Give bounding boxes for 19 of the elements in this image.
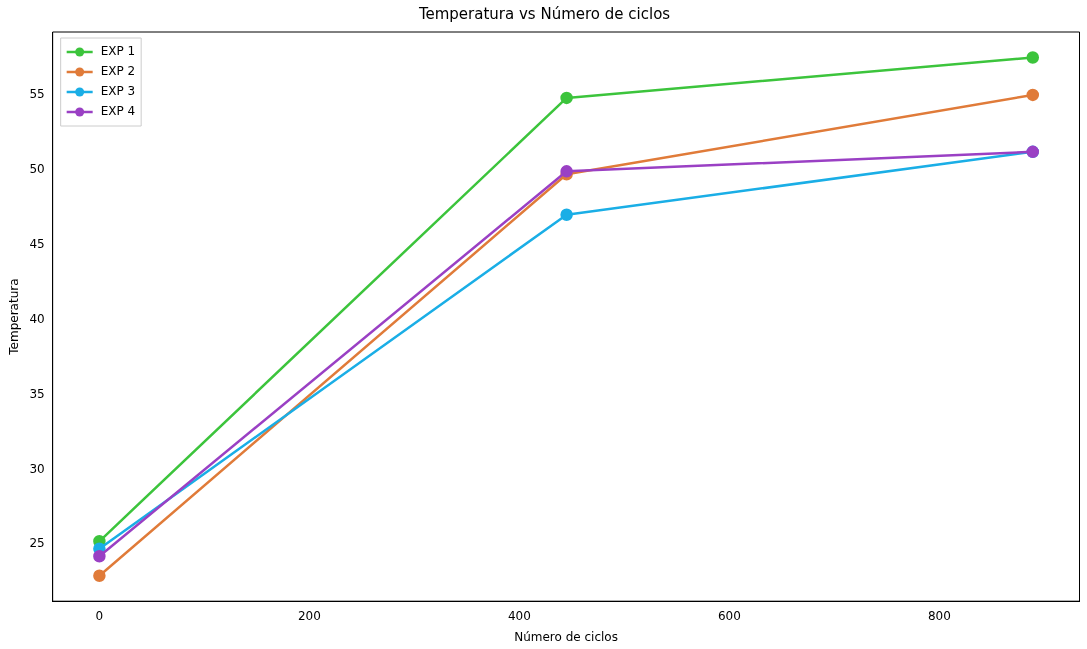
- y-axis-title: Temperatura: [7, 278, 22, 356]
- x-axis-title: Número de ciclos: [514, 629, 618, 644]
- x-tick-label: 800: [927, 608, 951, 623]
- y-tick-label: 55: [29, 87, 45, 102]
- y-tick-label: 25: [29, 536, 45, 551]
- x-tick-label: 200: [297, 608, 321, 623]
- legend-label: EXP 1: [100, 44, 136, 59]
- x-tick-label: 600: [717, 608, 741, 623]
- y-tick-label: 30: [29, 461, 45, 476]
- x-tick-label: 400: [507, 608, 531, 623]
- y-tick-label: 35: [29, 386, 45, 401]
- legend-label: EXP 3: [100, 84, 136, 99]
- chart-title: Temperatura vs Número de ciclos: [417, 4, 671, 23]
- y-tick-label: 50: [29, 161, 45, 176]
- y-tick-label: 40: [29, 311, 45, 326]
- legend-label: EXP 2: [100, 64, 136, 79]
- y-tick-label: 45: [29, 236, 45, 251]
- x-tick-label: 0: [95, 608, 104, 623]
- legend-label: EXP 4: [100, 104, 136, 119]
